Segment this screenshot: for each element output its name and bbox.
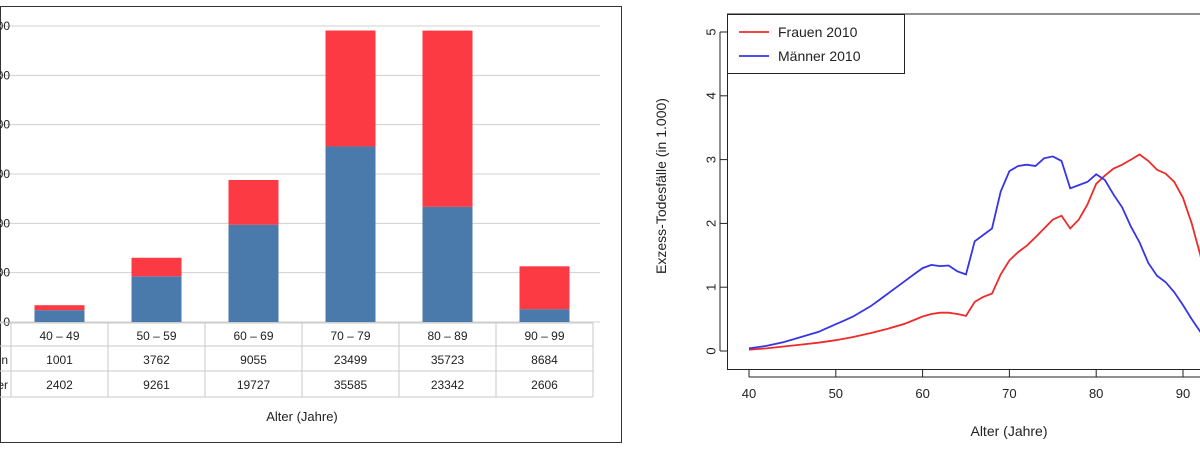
line-plot-frame (727, 13, 1200, 370)
bar-x-tick-label: 90 – 99 (524, 329, 564, 343)
bar-series (34, 30, 570, 322)
bar-x-tick-label: 60 – 69 (233, 329, 273, 343)
bar-y-tick-label: 0 (3, 315, 10, 329)
bar-y-tick-label: 00 (0, 19, 10, 33)
line-x-tick-label: 90 (1176, 386, 1190, 401)
line-y-tick-label: 5 (703, 28, 718, 35)
line-x-axis-label: Alter (Jahre) (970, 423, 1047, 439)
table-cell: 3762 (143, 353, 170, 367)
line-x-tick-label: 70 (1002, 386, 1016, 401)
table-cell: 8684 (531, 353, 558, 367)
bar-segment (228, 224, 279, 322)
bar-segment (131, 276, 182, 322)
line-axes: 0 1 2 3 4 5 40 50 60 70 80 90 (703, 13, 1200, 401)
bar-chart-frame (0, 6, 622, 443)
bar-segment (422, 206, 473, 322)
bar-x-tick-label: 50 – 59 (136, 329, 176, 343)
line-y-tick-label: 3 (703, 156, 718, 163)
bar-segment (131, 257, 182, 277)
bar-y-tick-label: 00 (0, 266, 10, 280)
table-cell: 1001 (46, 353, 73, 367)
bar-gridlines (0, 25, 600, 323)
line-y-tick-label: 1 (703, 284, 718, 291)
line-y-tick-label: 4 (703, 92, 718, 99)
bar-x-tick-label: 70 – 79 (330, 329, 370, 343)
table-cell: 9055 (240, 353, 267, 367)
bar-segment (34, 310, 85, 322)
bar-segment (422, 30, 473, 207)
legend-box (727, 14, 905, 74)
line-series-path (748, 155, 1200, 350)
table-row-label: en (0, 353, 8, 367)
legend-label: Frauen 2010 (778, 24, 858, 40)
bar-x-tick-label: 40 – 49 (39, 329, 79, 343)
legend: Frauen 2010 Männer 2010 (727, 14, 905, 74)
table-cell: 19727 (237, 378, 271, 392)
table-cell: 35585 (334, 378, 368, 392)
line-series-path (748, 153, 1200, 351)
table-cell: 35723 (431, 353, 465, 367)
bar-y-tick-label: 00 (0, 216, 10, 230)
bar-segment (519, 266, 570, 310)
table-row-label: er (0, 378, 8, 392)
table-cell: 2402 (46, 378, 73, 392)
table-cell: 23342 (431, 378, 465, 392)
line-y-axis-label: Exzess-Todesfälle (in 1.000) (653, 98, 669, 274)
bar-y-tick-label: 00 (0, 68, 10, 82)
table-cell: 9261 (143, 378, 170, 392)
bar-y-tick-label: 00 (0, 167, 10, 181)
bar-segment (519, 309, 570, 322)
line-y-tick-label: 0 (703, 347, 718, 354)
line-x-tick-label: 60 (915, 386, 929, 401)
bar-x-tick-label: 80 – 89 (427, 329, 467, 343)
bar-x-axis-label: Alter (Jahre) (266, 409, 338, 424)
table-cell: 23499 (334, 353, 368, 367)
bar-segment (325, 146, 376, 322)
line-chart: 0 1 2 3 4 5 40 50 60 70 80 90 Frauen 2010 Männer 201… (653, 13, 1200, 439)
line-x-tick-label: 50 (829, 386, 843, 401)
line-x-tick-label: 40 (742, 386, 756, 401)
legend-label: Männer 2010 (778, 48, 861, 64)
line-y-tick-label: 2 (703, 220, 718, 227)
bar-segment (325, 30, 376, 147)
line-series (748, 153, 1200, 351)
line-x-tick-label: 80 (1089, 386, 1103, 401)
bar-segment (34, 305, 85, 311)
table-cell: 2606 (531, 378, 558, 392)
data-table: 40 – 49 1001 2402 50 – 59 3762 9261 60 – 69 905… (0, 322, 594, 398)
bar-segment (228, 180, 279, 225)
bar-y-tick-label: 00 (0, 118, 10, 132)
bar-y-tick-labels: 0000000000000 (0, 19, 10, 329)
